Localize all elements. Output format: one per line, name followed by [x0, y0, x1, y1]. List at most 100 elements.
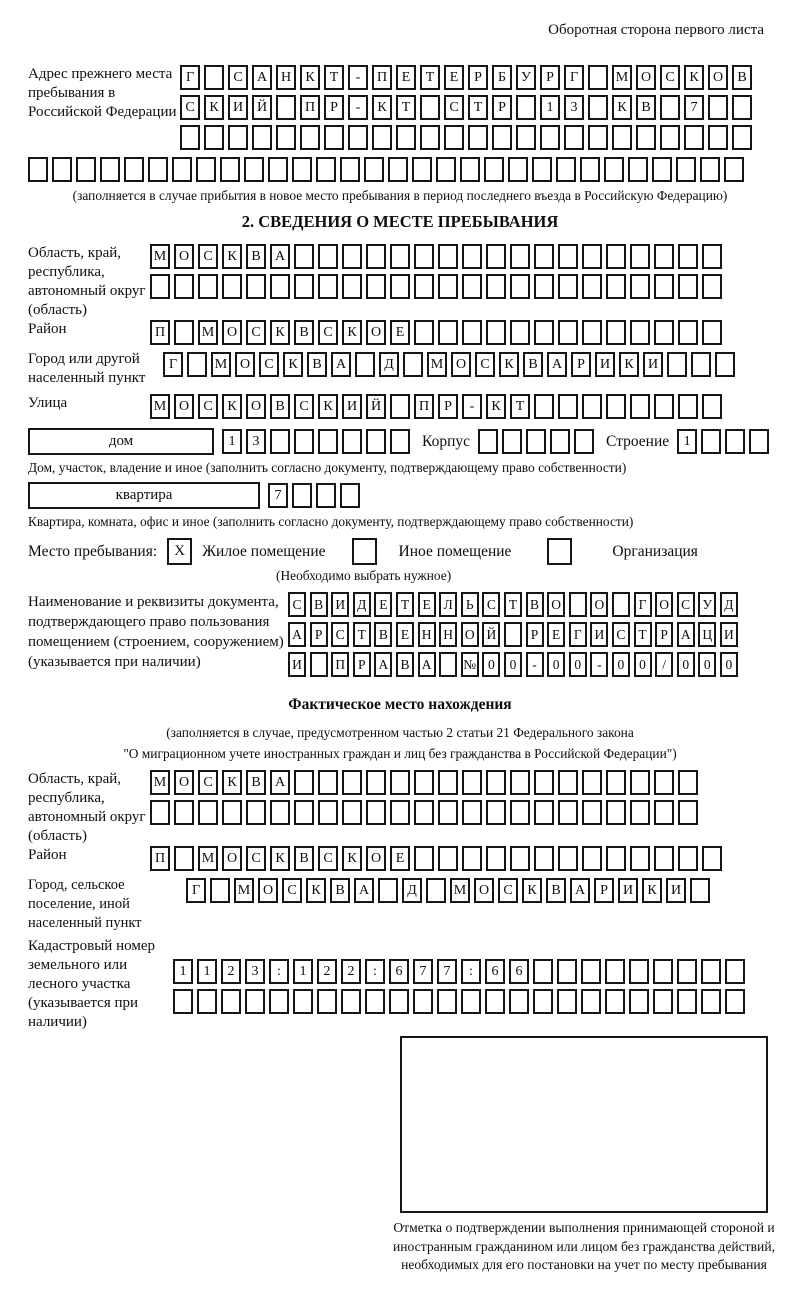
char-cell[interactable] — [438, 846, 458, 871]
char-cell[interactable] — [630, 770, 650, 795]
char-cell[interactable] — [52, 157, 72, 182]
char-cell[interactable] — [438, 320, 458, 345]
char-cell[interactable] — [414, 770, 434, 795]
char-cell[interactable] — [414, 846, 434, 871]
char-cell[interactable]: К — [499, 352, 519, 377]
char-cell[interactable] — [550, 429, 570, 454]
char-cell[interactable]: Г — [163, 352, 183, 377]
char-cell[interactable] — [492, 125, 512, 150]
char-cell[interactable]: 6 — [509, 959, 529, 984]
char-cell[interactable]: Е — [374, 592, 393, 617]
char-cell[interactable]: С — [288, 592, 306, 617]
char-cell[interactable] — [678, 274, 698, 299]
char-cell[interactable]: К — [270, 320, 290, 345]
char-cell[interactable]: И — [719, 622, 738, 647]
char-cell[interactable] — [420, 125, 440, 150]
char-cell[interactable]: Н — [417, 622, 436, 647]
char-cell[interactable]: Н — [276, 65, 296, 90]
char-cell[interactable] — [581, 959, 601, 984]
char-cell[interactable] — [396, 125, 416, 150]
char-cell[interactable] — [534, 846, 554, 871]
char-cell[interactable] — [294, 429, 314, 454]
char-cell[interactable]: О — [235, 352, 255, 377]
char-cell[interactable] — [502, 429, 522, 454]
char-cell[interactable]: К — [204, 95, 224, 120]
char-cell[interactable]: О — [258, 878, 278, 903]
char-cell[interactable]: Т — [510, 394, 530, 419]
char-cell[interactable]: С — [318, 846, 338, 871]
char-cell[interactable] — [317, 989, 337, 1014]
char-cell[interactable]: В — [309, 592, 328, 617]
char-cell[interactable] — [269, 989, 289, 1014]
char-cell[interactable]: О — [451, 352, 471, 377]
char-cell[interactable] — [174, 274, 194, 299]
char-cell[interactable] — [574, 429, 594, 454]
char-cell[interactable] — [468, 125, 488, 150]
char-cell[interactable] — [366, 800, 386, 825]
char-cell[interactable]: 0 — [719, 652, 738, 677]
char-cell[interactable] — [630, 800, 650, 825]
char-cell[interactable] — [606, 770, 626, 795]
char-cell[interactable] — [294, 244, 314, 269]
char-cell[interactable] — [316, 483, 336, 508]
char-cell[interactable] — [534, 770, 554, 795]
char-cell[interactable] — [678, 770, 698, 795]
char-cell[interactable]: В — [294, 320, 314, 345]
char-cell[interactable] — [582, 394, 602, 419]
char-cell[interactable]: 1 — [293, 959, 313, 984]
char-cell[interactable] — [388, 157, 408, 182]
char-cell[interactable] — [294, 800, 314, 825]
char-cell[interactable]: В — [525, 592, 544, 617]
char-cell[interactable]: К — [306, 878, 326, 903]
char-cell[interactable]: А — [331, 352, 351, 377]
apartment-box[interactable]: квартира — [28, 482, 260, 509]
prev-address-row-3[interactable] — [180, 125, 756, 150]
char-cell[interactable] — [652, 157, 672, 182]
char-cell[interactable] — [294, 274, 314, 299]
char-cell[interactable]: Р — [309, 622, 328, 647]
char-cell[interactable]: К — [486, 394, 506, 419]
char-cell[interactable] — [588, 125, 608, 150]
char-cell[interactable] — [196, 157, 216, 182]
apartment-cells[interactable]: 7 — [268, 483, 364, 508]
char-cell[interactable]: М — [150, 770, 170, 795]
char-cell[interactable]: О — [547, 592, 566, 617]
char-cell[interactable]: 7 — [684, 95, 704, 120]
char-cell[interactable]: Г — [564, 65, 584, 90]
cadastre-row-2[interactable] — [173, 989, 749, 1014]
char-cell[interactable]: И — [331, 592, 350, 617]
char-cell[interactable] — [244, 157, 264, 182]
char-cell[interactable]: И — [288, 652, 306, 677]
char-cell[interactable]: Р — [324, 95, 344, 120]
char-cell[interactable] — [510, 320, 530, 345]
char-cell[interactable] — [678, 800, 698, 825]
char-cell[interactable]: О — [474, 878, 494, 903]
char-cell[interactable] — [436, 157, 456, 182]
char-cell[interactable] — [690, 878, 710, 903]
char-cell[interactable]: 7 — [413, 959, 433, 984]
char-cell[interactable]: : — [269, 959, 289, 984]
char-cell[interactable]: С — [318, 320, 338, 345]
char-cell[interactable]: В — [270, 394, 290, 419]
char-cell[interactable] — [630, 394, 650, 419]
char-cell[interactable] — [348, 125, 368, 150]
char-cell[interactable]: Т — [420, 65, 440, 90]
char-cell[interactable]: А — [252, 65, 272, 90]
char-cell[interactable] — [534, 320, 554, 345]
char-cell[interactable]: М — [234, 878, 254, 903]
char-cell[interactable] — [558, 800, 578, 825]
char-cell[interactable]: Г — [568, 622, 587, 647]
char-cell[interactable]: М — [198, 846, 218, 871]
char-cell[interactable]: К — [342, 846, 362, 871]
char-cell[interactable]: 3 — [246, 429, 266, 454]
char-cell[interactable]: Д — [352, 592, 371, 617]
char-cell[interactable] — [316, 157, 336, 182]
char-cell[interactable] — [342, 244, 362, 269]
char-cell[interactable] — [174, 846, 194, 871]
char-cell[interactable] — [462, 274, 482, 299]
char-cell[interactable] — [534, 244, 554, 269]
char-cell[interactable] — [197, 989, 217, 1014]
char-cell[interactable]: С — [246, 846, 266, 871]
char-cell[interactable]: М — [450, 878, 470, 903]
